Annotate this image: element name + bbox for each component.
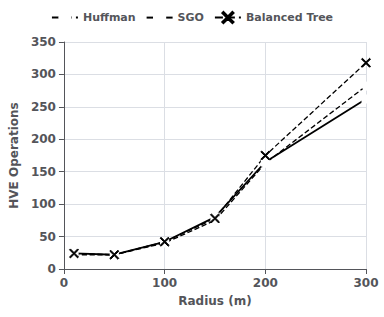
svg-text:100: 100 [152, 276, 177, 290]
svg-text:250: 250 [31, 100, 56, 114]
svg-text:200: 200 [31, 132, 56, 146]
svg-text:SGO: SGO [178, 11, 204, 24]
svg-text:300: 300 [31, 67, 56, 81]
svg-text:350: 350 [31, 35, 56, 49]
svg-text:Huffman: Huffman [83, 11, 136, 24]
svg-text:Radius (m): Radius (m) [178, 294, 251, 308]
svg-text:300: 300 [353, 276, 378, 290]
svg-text:0: 0 [60, 276, 68, 290]
svg-text:200: 200 [253, 276, 278, 290]
svg-text:150: 150 [31, 165, 56, 179]
svg-text:HVE Operations: HVE Operations [7, 102, 21, 208]
svg-text:0: 0 [48, 262, 56, 276]
svg-text:Balanced Tree: Balanced Tree [246, 11, 333, 24]
svg-text:100: 100 [31, 197, 56, 211]
svg-text:50: 50 [39, 230, 56, 244]
